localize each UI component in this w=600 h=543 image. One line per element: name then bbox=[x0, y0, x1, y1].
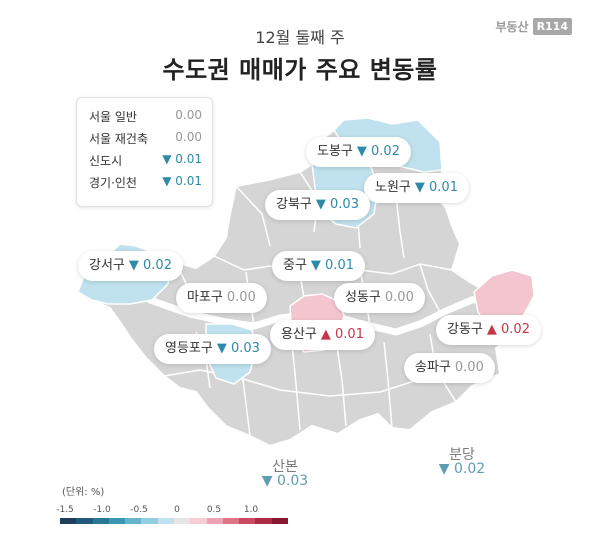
district-callout-yeongdeungpo: 영등포구 ▼ 0.03 bbox=[154, 334, 271, 364]
summary-label: 서울 재건축 bbox=[89, 132, 149, 146]
summary-row-new-towns: 신도시 ▼ 0.01 bbox=[89, 152, 202, 172]
page-title: 수도권 매매가 주요 변동률 bbox=[162, 56, 438, 84]
legend-tick: -1.5 bbox=[56, 505, 74, 515]
legend-tick: -1.0 bbox=[93, 505, 111, 515]
district-name: 성동구 bbox=[345, 290, 381, 305]
district-callout-gangdong: 강동구 ▲ 0.02 bbox=[436, 315, 541, 345]
summary-value: ▼ 0.01 bbox=[162, 174, 202, 188]
brand-box: R114 bbox=[532, 18, 572, 35]
legend-swatch bbox=[206, 518, 223, 524]
legend-swatch bbox=[173, 518, 191, 524]
district-callout-gangbuk: 강북구 ▼ 0.03 bbox=[265, 190, 370, 220]
brand-logo: 부동산 R114 bbox=[495, 18, 572, 35]
new-town-value-bundang: ▼ 0.02 bbox=[438, 461, 486, 477]
district-value: ▼ 0.03 bbox=[216, 341, 260, 356]
district-value: 0.00 bbox=[226, 290, 256, 305]
new-town-name-sanbon: 산본 bbox=[272, 459, 298, 475]
district-name: 강서구 bbox=[89, 258, 125, 273]
summary-value: 0.00 bbox=[175, 130, 202, 144]
summary-value: 0.00 bbox=[175, 108, 202, 122]
district-name: 중구 bbox=[283, 258, 307, 273]
district-callout-jung: 중구 ▼ 0.01 bbox=[272, 251, 365, 281]
summary-row-gyeonggi-incheon: 경기·인천 ▼ 0.01 bbox=[89, 174, 202, 194]
district-value: ▼ 0.01 bbox=[414, 180, 458, 195]
district-value: ▼ 0.03 bbox=[315, 197, 359, 212]
summary-label: 서울 일반 bbox=[89, 110, 137, 124]
district-callout-nowon: 노원구 ▼ 0.01 bbox=[364, 173, 469, 203]
summary-label: 경기·인천 bbox=[89, 176, 137, 190]
district-name: 강동구 bbox=[447, 322, 483, 337]
district-name: 강북구 bbox=[276, 197, 312, 212]
legend-swatch bbox=[141, 518, 158, 524]
district-value: ▼ 0.02 bbox=[128, 258, 172, 273]
district-callout-gangseo: 강서구 ▼ 0.02 bbox=[78, 251, 183, 281]
district-name: 노원구 bbox=[375, 180, 411, 195]
week-subtitle: 12월 둘째 주 bbox=[255, 28, 345, 47]
district-callout-mapo: 마포구 0.00 bbox=[176, 283, 267, 313]
summary-row-seoul-general: 서울 일반 0.00 bbox=[89, 108, 202, 128]
district-name: 용산구 bbox=[281, 327, 317, 342]
district-callout-yongsan: 용산구 ▲ 0.01 bbox=[270, 320, 375, 350]
new-town-name-bundang: 분당 bbox=[449, 447, 475, 463]
district-value: 0.00 bbox=[384, 290, 414, 305]
summary-value: ▼ 0.01 bbox=[162, 152, 202, 166]
district-name: 영등포구 bbox=[165, 341, 213, 356]
district-name: 송파구 bbox=[415, 360, 451, 375]
district-value: ▲ 0.02 bbox=[486, 322, 530, 337]
new-town-value-sanbon: ▼ 0.03 bbox=[261, 473, 309, 489]
legend-swatch bbox=[92, 518, 109, 524]
legend-unit: (단위: %) bbox=[62, 487, 105, 498]
district-value: ▲ 0.01 bbox=[320, 327, 364, 342]
district-callout-seongdong: 성동구 0.00 bbox=[334, 283, 425, 313]
legend-swatch bbox=[255, 518, 272, 524]
district-callout-songpa: 송파구 0.00 bbox=[404, 353, 495, 383]
district-value: ▼ 0.02 bbox=[356, 144, 400, 159]
legend-tick: 0 bbox=[174, 505, 180, 515]
summary-label: 신도시 bbox=[89, 154, 123, 168]
legend-color-scale bbox=[60, 518, 288, 524]
summary-row-seoul-reconstruction: 서울 재건축 0.00 bbox=[89, 130, 202, 150]
district-name: 마포구 bbox=[187, 290, 223, 305]
legend-swatch bbox=[76, 518, 93, 524]
legend-tick: 0.5 bbox=[206, 505, 222, 515]
legend-swatch bbox=[271, 518, 288, 524]
legend-swatch bbox=[157, 518, 174, 524]
legend-tick: -0.5 bbox=[130, 505, 148, 515]
district-value: 0.00 bbox=[454, 360, 484, 375]
district-callout-dobong: 도봉구 ▼ 0.02 bbox=[306, 137, 411, 167]
legend-swatch bbox=[222, 518, 240, 524]
district-value: ▼ 0.01 bbox=[310, 258, 354, 273]
legend-swatch bbox=[108, 518, 126, 524]
brand-text: 부동산 bbox=[495, 20, 529, 34]
summary-panel: 서울 일반 0.00 서울 재건축 0.00 신도시 ▼ 0.01 경기·인천 … bbox=[76, 97, 213, 207]
legend-swatch bbox=[190, 518, 207, 524]
district-name: 도봉구 bbox=[317, 144, 353, 159]
legend-swatch bbox=[60, 518, 77, 524]
legend-swatch bbox=[239, 518, 256, 524]
legend-swatch bbox=[125, 518, 142, 524]
legend-tick: 1.0 bbox=[243, 505, 259, 515]
